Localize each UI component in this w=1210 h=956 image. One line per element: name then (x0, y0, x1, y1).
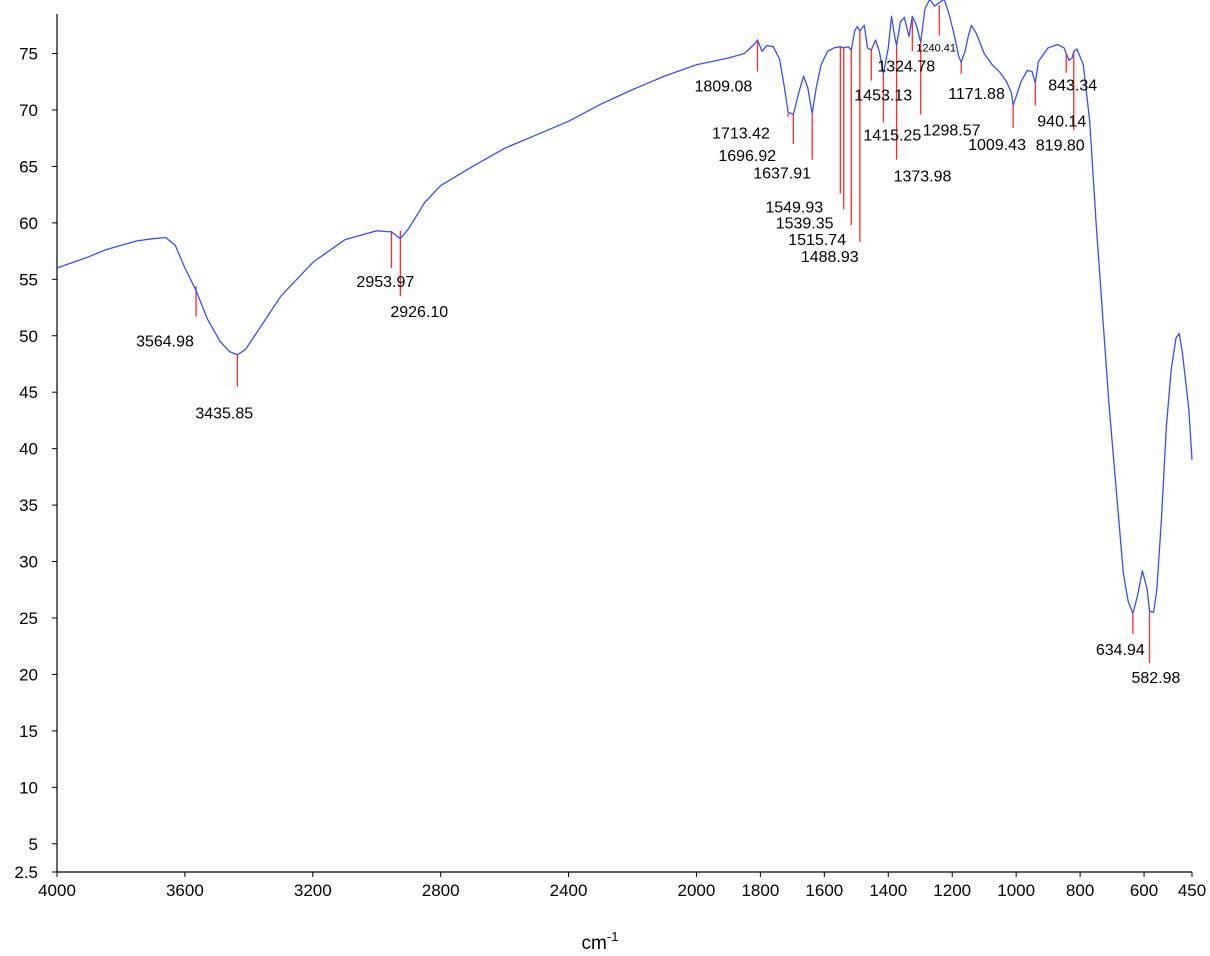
peak-label: 1809.08 (694, 79, 752, 96)
x-tick-label: 2000 (678, 881, 716, 900)
x-axis-title-main: cm (582, 933, 607, 954)
x-tick-label: 1800 (741, 881, 779, 900)
y-tick-label: 40 (19, 440, 38, 459)
peak-label: 1324.78 (877, 58, 935, 75)
y-tick-label: 50 (19, 327, 38, 346)
x-axis-title: cm-1 (582, 929, 619, 954)
y-tick-label: 30 (19, 553, 38, 572)
x-tick-label: 800 (1066, 881, 1094, 900)
y-ticks: 2.5 5 10 15 20 25 30 35 40 45 50 55 60 65 70 75 (14, 45, 57, 882)
y-tick-label: 75 (19, 45, 38, 64)
peak-label: 1009.43 (968, 137, 1026, 154)
x-tick-label: 600 (1130, 881, 1158, 900)
peak-label: 582.98 (1131, 670, 1180, 687)
y-tick-label: 2.5 (14, 863, 38, 882)
x-ticks: 4000 3600 3200 2800 2400 2000 1800 1600 1400 1200… (38, 872, 1206, 900)
axes (56, 14, 1192, 873)
y-tick-label: 55 (19, 270, 38, 289)
y-tick-label: 70 (19, 101, 38, 120)
peak-label: 1637.91 (753, 166, 811, 183)
peak-label: 1373.98 (894, 169, 952, 186)
spectrum-series-line (56, 0, 1193, 615)
y-tick-label: 5 (29, 835, 38, 854)
peak-label: 634.94 (1096, 642, 1145, 659)
peak-label: 940.14 (1037, 113, 1086, 130)
y-tick-label: 15 (19, 722, 38, 741)
x-tick-label: 1400 (869, 881, 907, 900)
x-tick-label: 4000 (38, 881, 76, 900)
peak-label: 1488.93 (801, 249, 859, 266)
peak-label: 1713.42 (712, 126, 770, 143)
peak-label: 2926.10 (390, 304, 448, 321)
peak-label: 3435.85 (195, 406, 253, 423)
peak-label: 1696.92 (718, 148, 776, 165)
x-tick-label: 3600 (166, 881, 204, 900)
y-tick-label: 60 (19, 214, 38, 233)
peak-label: 1549.93 (765, 200, 823, 217)
x-tick-label: 2800 (422, 881, 460, 900)
x-tick-label: 1200 (933, 881, 971, 900)
peak-label: 3564.98 (136, 334, 194, 351)
peak-label: 1171.88 (948, 86, 1005, 103)
y-tick-label: 35 (19, 496, 38, 515)
peak-label: 1298.57 (923, 122, 981, 139)
peak-label: 819.80 (1036, 137, 1085, 154)
y-tick-label: 20 (19, 665, 38, 684)
peak-label: 843.34 (1048, 78, 1097, 95)
y-tick-label: 45 (19, 383, 38, 402)
peak-label: 1539.35 (776, 215, 834, 232)
x-tick-label: 3200 (294, 881, 332, 900)
peak-label: 1453.13 (854, 88, 912, 105)
peak-labels: 3564.98 3435.85 2953.97 2926.10 1809.08 1713.… (136, 42, 1180, 687)
y-tick-label: 25 (19, 609, 38, 628)
x-axis-title-superscript: -1 (607, 929, 619, 944)
x-tick-label: 1600 (805, 881, 843, 900)
peak-label: 1240.41 (916, 42, 956, 54)
peak-label: 1415.25 (863, 127, 921, 144)
y-tick-label: 65 (19, 157, 38, 176)
x-tick-label: 2400 (550, 881, 588, 900)
peak-markers (195, 4, 1151, 664)
peak-label: 1515.74 (788, 232, 846, 249)
y-tick-label: 10 (19, 778, 38, 797)
x-tick-label: 1000 (997, 881, 1035, 900)
peak-label: 2953.97 (356, 274, 414, 291)
x-tick-label: 450 (1178, 881, 1206, 900)
